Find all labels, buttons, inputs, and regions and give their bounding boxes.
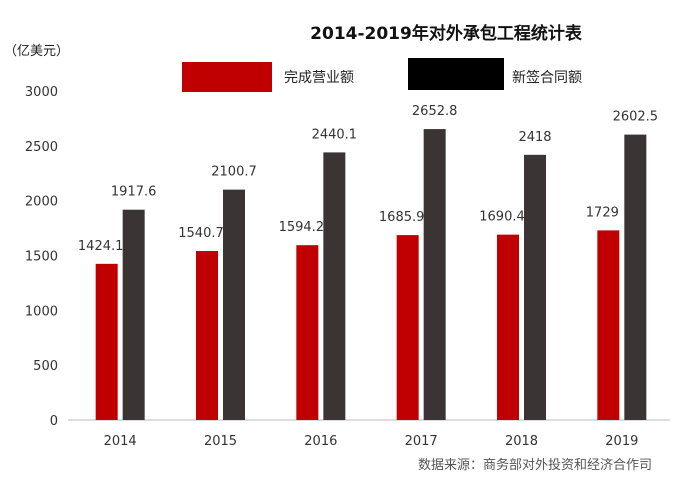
data-label: 1424.1 xyxy=(78,239,124,254)
chart-title: 2014-2019年对外承包工程统计表 xyxy=(310,23,583,44)
data-label: 2602.5 xyxy=(613,110,659,125)
legend-label-new-contracts: 新签合同额 xyxy=(512,69,582,86)
x-tick-label: 2019 xyxy=(605,434,638,449)
bar-completed-revenue xyxy=(296,245,319,420)
bar-new-contracts xyxy=(423,129,446,420)
y-tick-label: 2500 xyxy=(25,140,58,155)
data-label: 2440.1 xyxy=(312,127,358,142)
bar-completed-revenue xyxy=(497,234,519,420)
legend-swatch-new-contracts xyxy=(408,58,504,90)
bar-new-contracts xyxy=(323,152,346,421)
bar-new-contracts xyxy=(223,189,245,420)
y-axis-unit: （亿美元） xyxy=(4,44,69,59)
bar-new-contracts xyxy=(122,209,145,420)
y-tick-label: 1500 xyxy=(25,250,58,265)
data-label: 1594.2 xyxy=(279,220,325,235)
legend-swatch-completed xyxy=(182,62,272,92)
bar-completed-revenue xyxy=(95,263,118,420)
x-tick-label: 2015 xyxy=(204,434,237,449)
data-label: 1690.4 xyxy=(479,210,525,225)
y-tick-label: 500 xyxy=(33,359,58,374)
data-label: 1917.6 xyxy=(111,185,157,200)
y-tick-label: 3000 xyxy=(25,85,58,100)
source-note: 数据来源：商务部对外投资和经济合作司 xyxy=(418,457,652,473)
x-tick-label: 2018 xyxy=(505,434,538,449)
y-tick-label: 0 xyxy=(50,414,58,429)
y-tick-label: 2000 xyxy=(25,195,58,210)
data-label: 2418 xyxy=(518,130,551,145)
bar-completed-revenue xyxy=(196,251,218,420)
x-tick-label: 2016 xyxy=(304,434,337,449)
data-label: 1685.9 xyxy=(379,210,425,225)
data-label: 2652.8 xyxy=(412,104,458,119)
data-label: 1540.7 xyxy=(178,226,224,241)
x-tick-label: 2017 xyxy=(405,434,438,449)
data-label: 2100.7 xyxy=(211,165,257,180)
bar-new-contracts xyxy=(624,134,647,420)
legend-label-completed: 完成营业额 xyxy=(284,70,354,86)
bar-new-contracts xyxy=(524,154,546,421)
bar-completed-revenue xyxy=(396,235,419,420)
bar-completed-revenue xyxy=(597,230,620,420)
y-tick-label: 1000 xyxy=(25,304,58,319)
x-tick-label: 2014 xyxy=(104,434,137,449)
data-label: 1729 xyxy=(586,205,619,220)
